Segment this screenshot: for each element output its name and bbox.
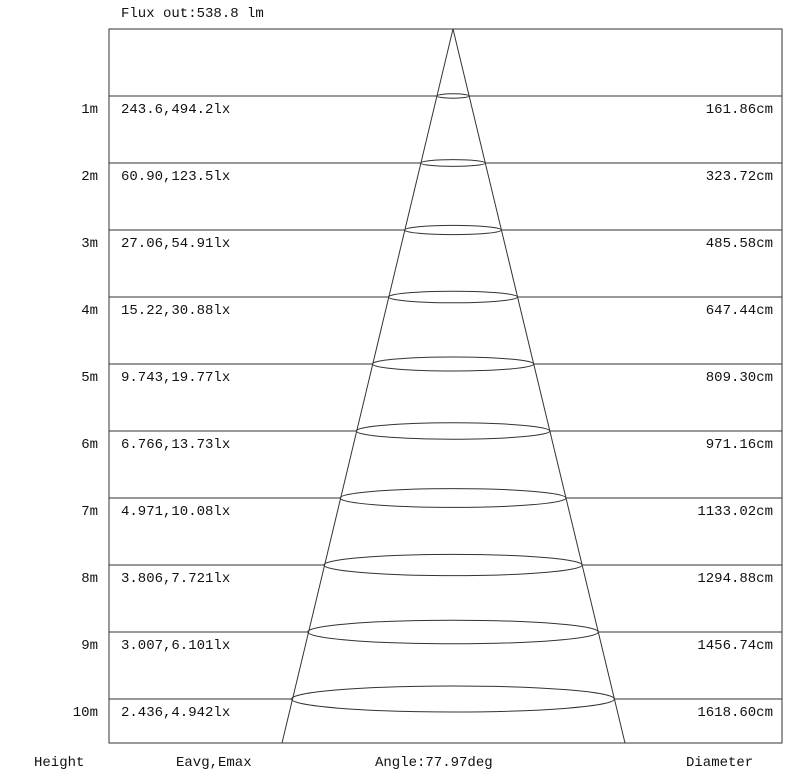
beam-ellipse [339, 488, 567, 508]
illuminance-value: 27.06,54.91lx [121, 236, 231, 252]
diameter-value: 971.16cm [705, 437, 773, 453]
illuminance-value: 9.743,19.77lx [121, 370, 231, 386]
angle-label: Angle:77.97deg [375, 755, 493, 771]
beam-ellipse [355, 422, 551, 440]
diameter-value: 1294.88cm [697, 571, 773, 587]
diameter-value: 485.58cm [705, 236, 773, 252]
beam-ellipse [420, 159, 486, 167]
height-label: 4m [81, 303, 98, 319]
beam-ellipse [436, 93, 470, 99]
height-label: 9m [81, 638, 98, 654]
illuminance-value: 2.436,4.942lx [121, 705, 231, 721]
illuminance-value: 3.007,6.101lx [121, 638, 231, 654]
beam-ellipse [371, 356, 535, 372]
flux-label: Flux out:538.8 lm [121, 6, 264, 22]
height-label: 6m [81, 437, 98, 453]
illuminance-value: 4.971,10.08lx [121, 504, 231, 520]
height-label: 3m [81, 236, 98, 252]
diameter-value: 647.44cm [705, 303, 773, 319]
beam-ellipse [307, 619, 599, 645]
beam-ellipse [323, 553, 583, 577]
diameter-value: 809.30cm [705, 370, 773, 386]
illuminance-value: 6.766,13.73lx [121, 437, 231, 453]
diameter-column-label: Diameter [686, 755, 754, 771]
cone-right-edge [452, 28, 626, 744]
beam-ellipse [404, 224, 502, 236]
diameter-value: 1456.74cm [697, 638, 773, 654]
height-label: 5m [81, 370, 98, 386]
illuminance-value: 243.6,494.2lx [121, 102, 231, 118]
height-label: 1m [81, 102, 98, 118]
diameter-value: 1133.02cm [697, 504, 773, 520]
height-label: 10m [72, 705, 98, 721]
illuminance-column-label: Eavg,Emax [176, 755, 252, 771]
illuminance-value: 60.90,123.5lx [121, 169, 231, 185]
frame [108, 28, 783, 744]
diameter-value: 1618.60cm [697, 705, 773, 721]
height-column-label: Height [34, 755, 85, 771]
height-label: 2m [81, 169, 98, 185]
beam-ellipse [291, 685, 615, 713]
illuminance-value: 3.806,7.721lx [121, 571, 231, 587]
cone-left-edge [281, 28, 454, 744]
height-label: 7m [81, 504, 98, 520]
illuminance-value: 15.22,30.88lx [121, 303, 231, 319]
beam-ellipse [387, 290, 519, 304]
diameter-value: 161.86cm [705, 102, 773, 118]
height-label: 8m [81, 571, 98, 587]
diameter-value: 323.72cm [705, 169, 773, 185]
